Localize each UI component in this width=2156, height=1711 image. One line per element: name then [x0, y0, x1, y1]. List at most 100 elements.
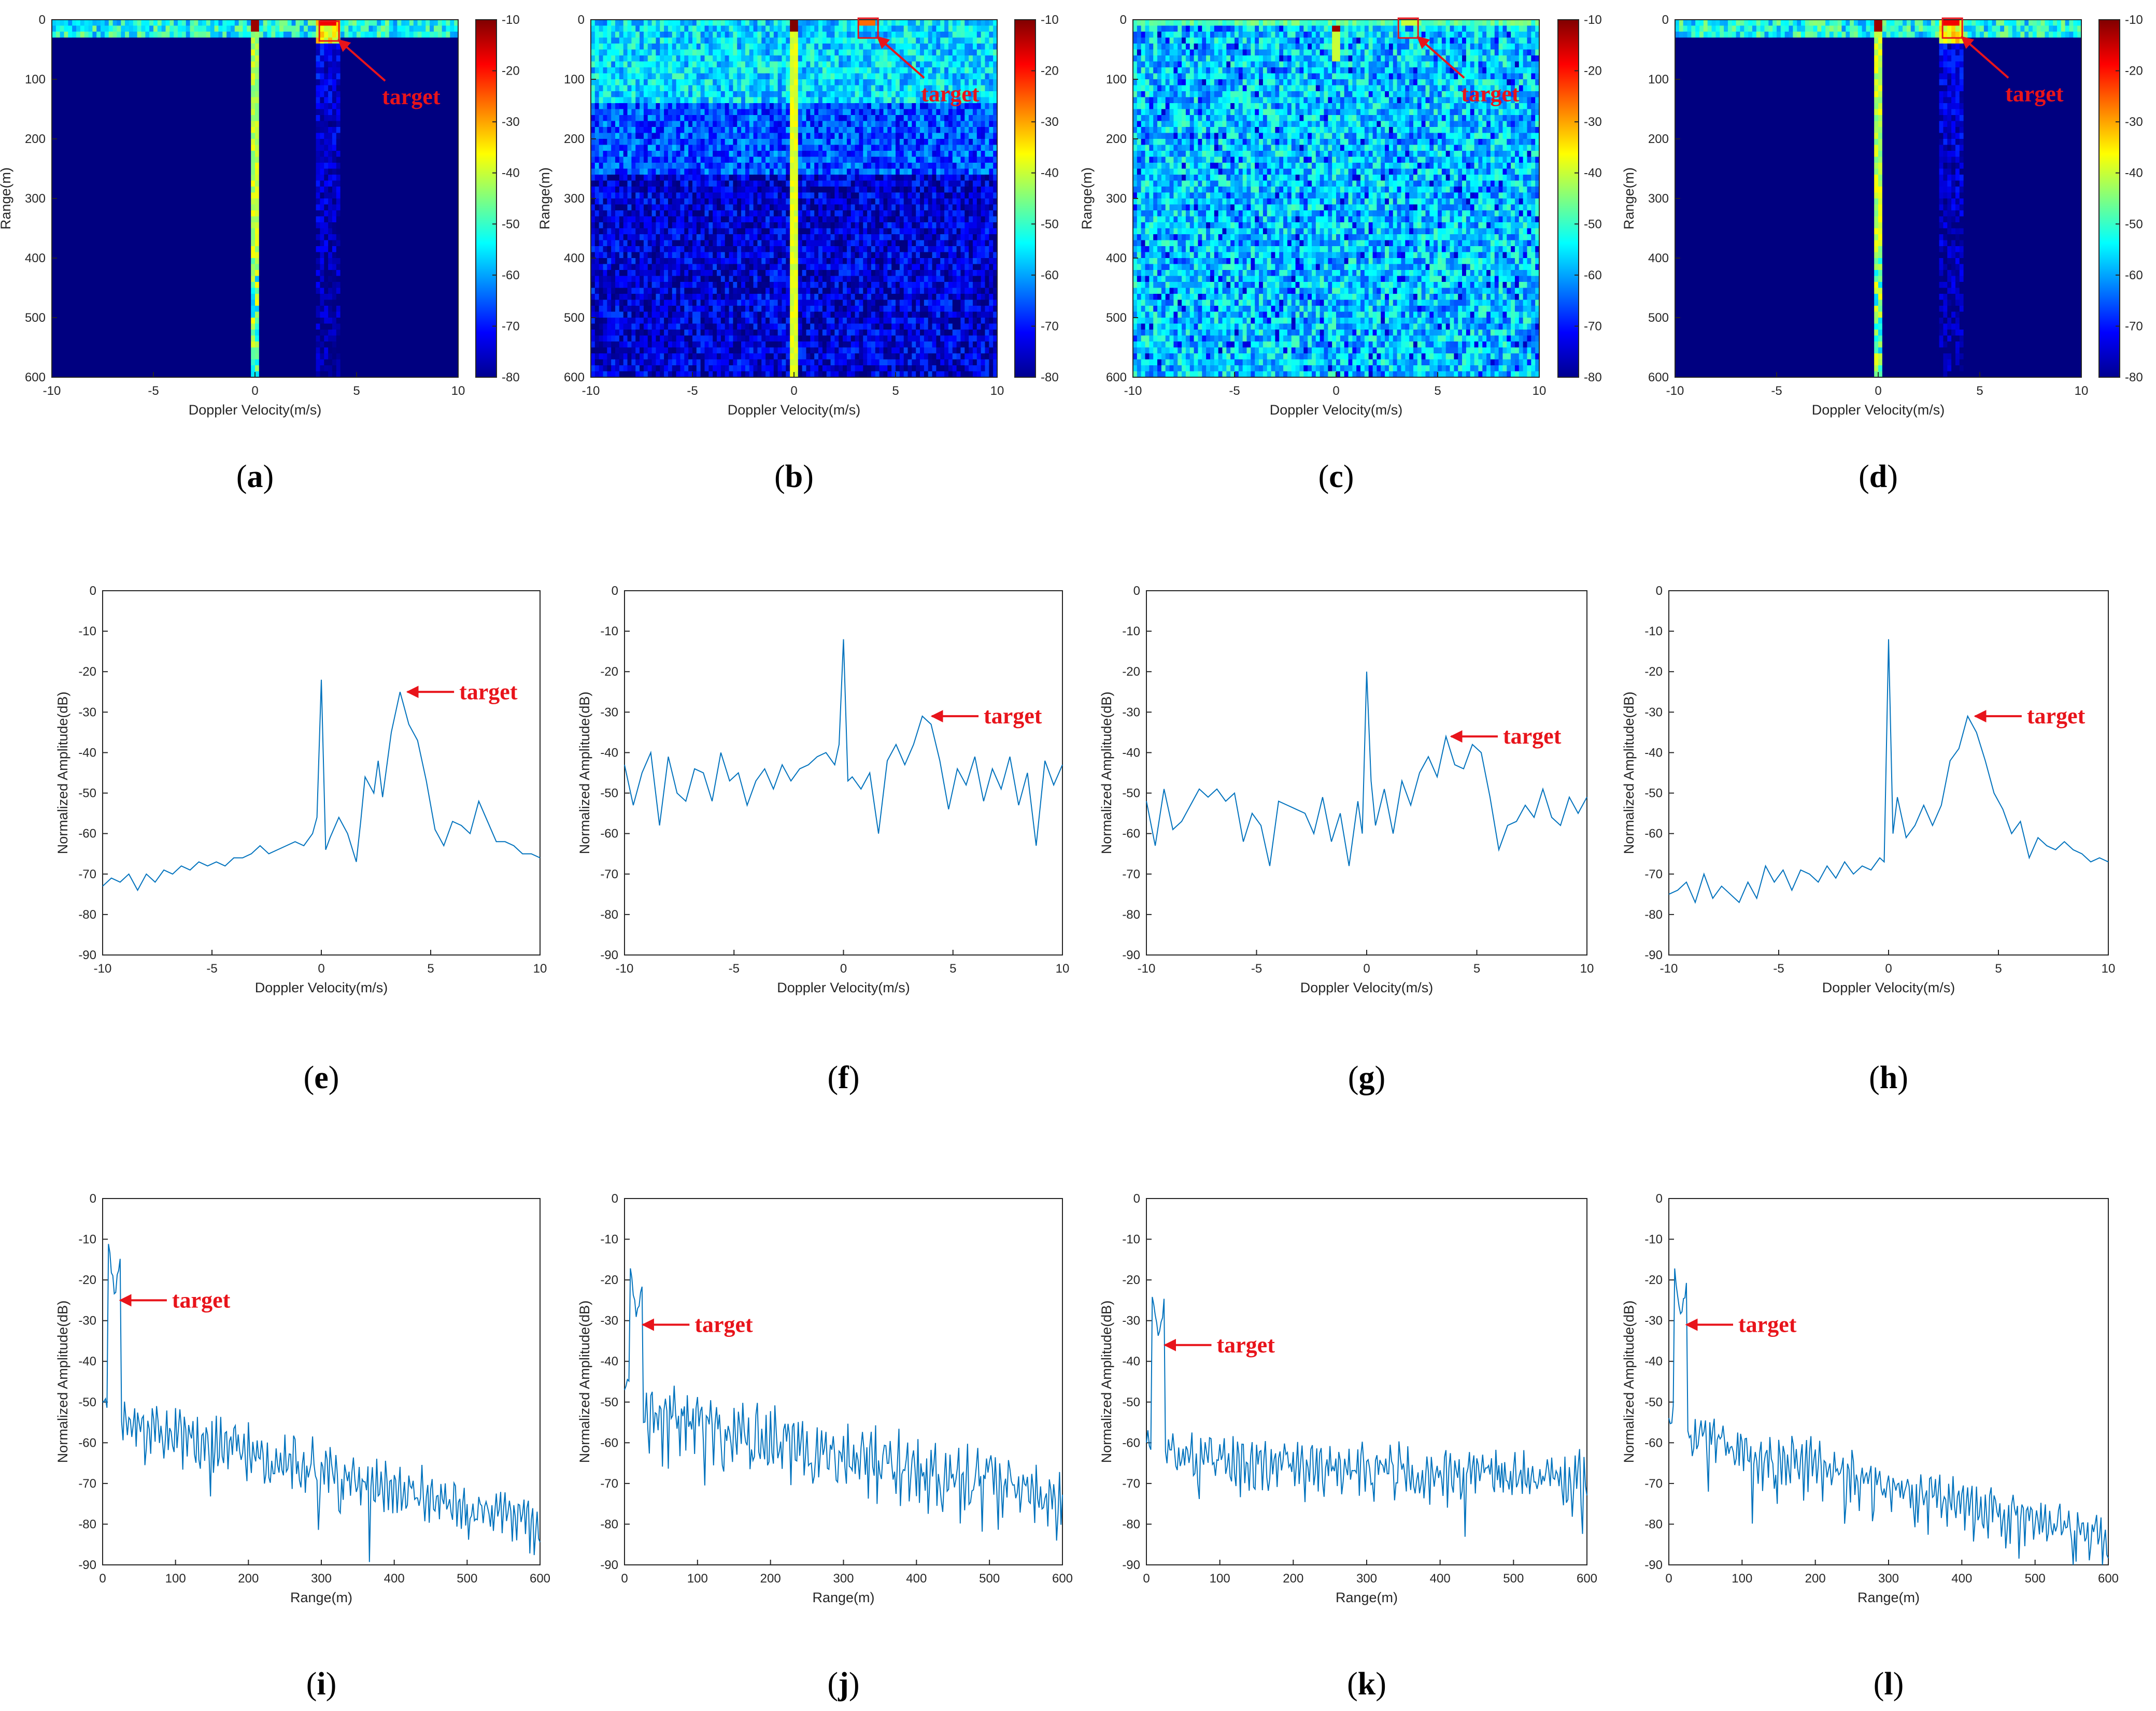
heatmap-cell: [129, 97, 133, 104]
heatmap-cell: [215, 50, 219, 56]
heatmap-cell: [385, 55, 389, 62]
heatmap-cell: [194, 20, 198, 26]
heatmap-cell: [442, 20, 446, 26]
heatmap-cell: [149, 44, 153, 50]
heatmap-cell: [137, 20, 141, 26]
heatmap-cell: [438, 44, 442, 50]
heatmap-cell: [267, 62, 272, 68]
heatmap-cell: [117, 79, 121, 85]
heatmap-cell: [446, 74, 450, 80]
heatmap-cell: [76, 44, 80, 50]
heatmap-cell: [352, 32, 357, 38]
heatmap-cell: [300, 74, 304, 80]
heatmap-cell: [89, 67, 93, 74]
heatmap-cell: [76, 50, 80, 56]
heatmap-cell: [145, 62, 149, 68]
heatmap-cell: [320, 32, 324, 38]
heatmap-cell: [304, 55, 308, 62]
heatmap-cell: [109, 26, 113, 32]
heatmap-cell: [316, 85, 320, 92]
heatmap-cell: [283, 20, 288, 26]
heatmap-cell: [421, 50, 425, 56]
heatmap-cell: [446, 32, 450, 38]
heatmap-cell: [348, 26, 352, 32]
heatmap-cell: [166, 79, 170, 85]
heatmap-cell: [105, 79, 109, 85]
heatmap-cell: [446, 38, 450, 44]
heatmap-cell: [149, 67, 153, 74]
heatmap-cell: [304, 38, 308, 44]
heatmap-cell: [96, 38, 101, 44]
heatmap-cell: [162, 74, 166, 80]
heatmap-cell: [117, 67, 121, 74]
heatmap-cell: [206, 62, 210, 68]
heatmap-cell: [263, 91, 267, 97]
heatmap-cell: [198, 55, 202, 62]
heatmap-cell: [226, 55, 231, 62]
heatmap-cell: [377, 26, 381, 32]
heatmap-cell: [369, 20, 373, 26]
heatmap-cell: [446, 91, 450, 97]
heatmap-cell: [222, 26, 226, 32]
heatmap-cell: [239, 79, 243, 85]
heatmap-cell: [292, 91, 296, 97]
heatmap-cell: [101, 55, 105, 62]
heatmap-cell: [182, 91, 186, 97]
heatmap-cell: [96, 20, 101, 26]
heatmap-cell: [341, 62, 345, 68]
heatmap-cell: [210, 91, 215, 97]
heatmap-cell: [206, 26, 210, 32]
heatmap-cell: [202, 20, 206, 26]
heatmap-cell: [304, 74, 308, 80]
heatmap-cell: [182, 55, 186, 62]
heatmap-cell: [166, 74, 170, 80]
heatmap-cell: [324, 74, 328, 80]
heatmap-cell: [328, 50, 332, 56]
heatmap-cell: [186, 44, 190, 50]
heatmap-cell: [401, 44, 405, 50]
heatmap-cell: [121, 26, 125, 32]
heatmap-cell: [92, 55, 96, 62]
heatmap-cell: [174, 50, 178, 56]
heatmap-cell: [288, 50, 292, 56]
heatmap-cell: [101, 79, 105, 85]
heatmap-cell: [145, 67, 149, 74]
heatmap-cell: [283, 97, 288, 104]
heatmap-cell: [72, 67, 76, 74]
heatmap-cell: [235, 67, 239, 74]
heatmap-cell: [292, 97, 296, 104]
heatmap-cell: [316, 62, 320, 68]
heatmap-cell: [96, 55, 101, 62]
heatmap-cell: [52, 55, 56, 62]
heatmap-cell: [133, 26, 137, 32]
heatmap-cell: [226, 44, 231, 50]
heatmap-cell: [158, 85, 162, 92]
heatmap-cell: [414, 44, 418, 50]
heatmap-cell: [239, 97, 243, 104]
heatmap-cell: [393, 67, 398, 74]
heatmap-cell: [56, 20, 60, 26]
heatmap-cell: [226, 32, 231, 38]
heatmap-cell: [222, 32, 226, 38]
heatmap-cell: [438, 50, 442, 56]
heatmap-cell: [158, 67, 162, 74]
heatmap-cell: [56, 38, 60, 44]
heatmap-cell: [190, 79, 194, 85]
heatmap-cell: [153, 38, 158, 44]
heatmap-cell: [352, 91, 357, 97]
heatmap-cell: [288, 38, 292, 44]
heatmap-cell: [174, 32, 178, 38]
heatmap-cell: [153, 91, 158, 97]
heatmap-cell: [153, 67, 158, 74]
heatmap-cell: [64, 26, 68, 32]
heatmap-cell: [389, 67, 393, 74]
heatmap-cell: [72, 85, 76, 92]
heatmap-cell: [288, 79, 292, 85]
heatmap-cell: [425, 67, 430, 74]
heatmap-cell: [166, 26, 170, 32]
heatmap-cell: [414, 74, 418, 80]
heatmap-cell: [84, 67, 89, 74]
heatmap-cell: [202, 79, 206, 85]
heatmap-cell: [89, 55, 93, 62]
heatmap-cell: [105, 38, 109, 44]
